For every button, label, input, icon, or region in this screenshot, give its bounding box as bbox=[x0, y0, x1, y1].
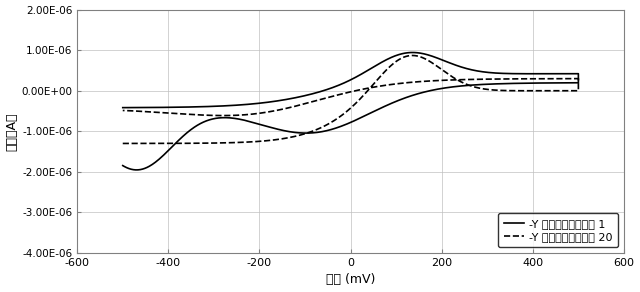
-Y チャネル走査　　 1 bbox=[273, 99, 280, 103]
-Y チャネル走査　　 1 bbox=[515, 72, 523, 75]
-Y チャネル走査　　 20 bbox=[515, 89, 523, 93]
-Y チャネル走査　　 20 bbox=[551, 77, 559, 80]
-Y チャネル走査　　 20 bbox=[240, 140, 248, 144]
-Y チャネル走査　　 20 bbox=[409, 54, 417, 57]
Line: -Y チャネル走査　　 20: -Y チャネル走査 20 bbox=[123, 55, 579, 143]
-Y チャネル走査　　 20 bbox=[273, 138, 280, 141]
-Y チャネル走査　　 1 bbox=[119, 164, 127, 167]
-Y チャネル走査　　 1 bbox=[551, 81, 559, 85]
-Y チャネル走査　　 1 bbox=[532, 81, 540, 85]
-Y チャネル走査　　 20 bbox=[119, 142, 127, 145]
Line: -Y チャネル走査　　 1: -Y チャネル走査 1 bbox=[123, 53, 579, 170]
Legend: -Y チャネル走査　　 1, -Y チャネル走査　　 20: -Y チャネル走査 1, -Y チャネル走査 20 bbox=[498, 213, 618, 248]
-Y チャネル走査　　 1 bbox=[240, 103, 248, 106]
-Y チャネル走査　　 20 bbox=[119, 109, 127, 112]
X-axis label: 電位 (mV): 電位 (mV) bbox=[326, 273, 375, 286]
-Y チャネル走査　　 20 bbox=[427, 60, 435, 64]
-Y チャネル走査　　 1 bbox=[119, 106, 127, 110]
-Y チャネル走査　　 20 bbox=[532, 77, 540, 81]
Y-axis label: 電流（A）: 電流（A） bbox=[6, 112, 19, 151]
-Y チャネル走査　　 1 bbox=[409, 51, 417, 54]
-Y チャネル走査　　 1 bbox=[132, 168, 140, 172]
-Y チャネル走査　　 1 bbox=[427, 54, 435, 58]
